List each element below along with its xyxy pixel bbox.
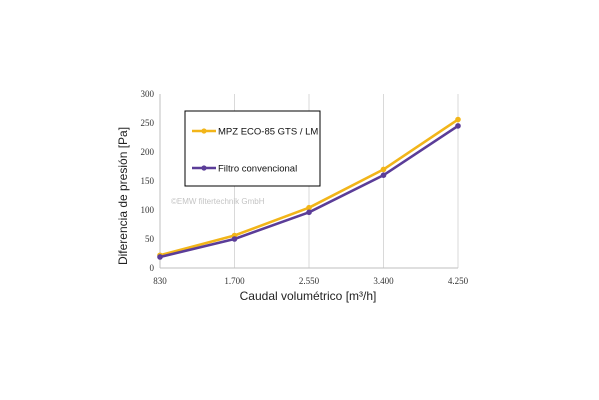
legend-label-1: Filtro convencional [218, 164, 297, 175]
legend: MPZ ECO-85 GTS / LM Filtro convencional [184, 110, 321, 187]
data-point-1 [306, 209, 312, 216]
y-axis-label: Diferencia de presión [Pa] [116, 127, 130, 265]
y-tick-label: 250 [141, 118, 155, 128]
data-point-1 [157, 254, 163, 260]
legend-marker-0 [201, 128, 207, 134]
x-tick-label: 4.250 [448, 276, 469, 286]
data-point-0 [380, 166, 387, 173]
x-tick-labels: 830 1.700 2.550 3.400 4.250 [153, 276, 468, 286]
y-tick-label: 200 [141, 147, 155, 157]
watermark: ©EMW filtertechnik GmbH [171, 197, 265, 206]
legend-marker-1 [201, 165, 207, 171]
data-point-0 [455, 116, 461, 123]
data-point-1 [231, 236, 238, 242]
series-group [157, 116, 461, 260]
y-tick-label: 150 [141, 176, 155, 186]
legend-label-0: MPZ ECO-85 GTS / LM [218, 127, 318, 138]
data-point-1 [455, 123, 461, 129]
y-tick-label: 0 [150, 263, 155, 273]
x-tick-label: 3.400 [373, 276, 394, 286]
y-tick-label: 100 [141, 205, 155, 215]
axes [159, 94, 458, 269]
y-tick-label: 300 [141, 89, 155, 99]
data-point-1 [380, 172, 387, 178]
y-tick-labels: 0 50 100 150 200 250 300 [141, 89, 155, 273]
x-tick-label: 2.550 [299, 276, 320, 286]
x-tick-label: 1.700 [224, 276, 245, 286]
y-tick-label: 50 [145, 234, 155, 244]
data-point-0 [306, 204, 312, 211]
legend-box [184, 110, 321, 187]
x-tick-label: 830 [153, 276, 167, 286]
x-axis-label: Caudal volumétrico [m³/h] [240, 289, 377, 303]
